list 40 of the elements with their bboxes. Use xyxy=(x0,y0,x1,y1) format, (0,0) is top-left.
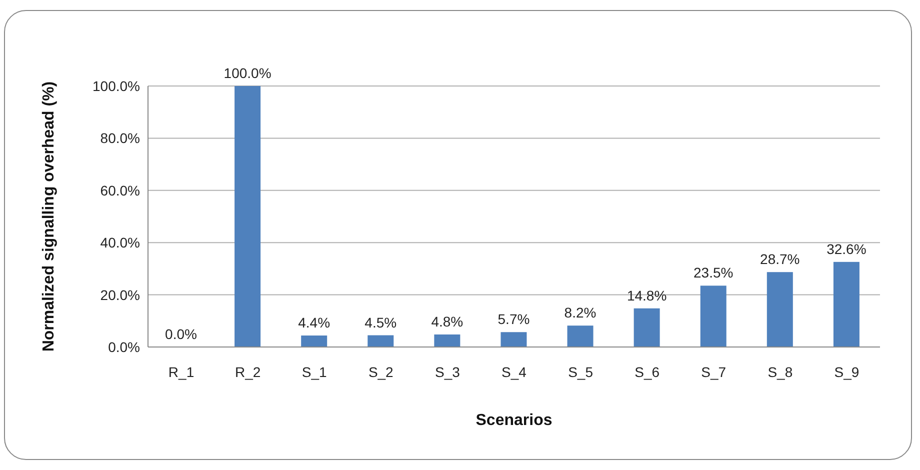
y-tick-label: 100.0% xyxy=(92,78,140,94)
data-label: 4.8% xyxy=(431,313,464,330)
data-label: 0.0% xyxy=(165,326,197,342)
bar xyxy=(234,86,261,347)
y-tick-label: 40.0% xyxy=(100,234,140,251)
data-label: 8.2% xyxy=(564,304,596,321)
y-tick-label: 0.0% xyxy=(108,338,140,355)
data-label: 23.5% xyxy=(694,264,734,281)
data-label: 14.8% xyxy=(626,287,667,304)
x-tick-label: S_4 xyxy=(502,364,527,380)
bar xyxy=(301,336,328,347)
x-axis-title: Scenarios xyxy=(476,412,552,429)
y-tick-label: 20.0% xyxy=(100,286,140,303)
data-label: 4.5% xyxy=(364,314,397,330)
bar xyxy=(634,308,660,347)
bar xyxy=(567,326,594,347)
x-tick-label: S_9 xyxy=(834,364,860,380)
data-label: 32.6% xyxy=(826,240,866,257)
bar xyxy=(700,286,726,347)
x-tick-label: S_2 xyxy=(368,364,394,380)
x-tick-label: R_2 xyxy=(234,364,261,380)
x-tick-label: S_6 xyxy=(634,364,660,380)
x-tick-label: S_8 xyxy=(768,364,793,380)
x-tick-label: S_5 xyxy=(568,364,594,380)
bar xyxy=(434,334,460,347)
x-tick-label: S_1 xyxy=(302,364,328,380)
y-tick-label: 60.0% xyxy=(100,182,140,198)
bar xyxy=(833,262,860,347)
bar xyxy=(766,272,793,347)
data-label: 100.0% xyxy=(224,65,272,81)
y-axis-title: Normalized signalling overhead (%) xyxy=(40,81,58,352)
data-label: 28.7% xyxy=(760,251,800,268)
bar xyxy=(500,332,527,347)
data-label: 4.4% xyxy=(298,314,330,331)
x-tick-label: R_1 xyxy=(168,364,194,380)
x-tick-label: S_7 xyxy=(701,364,726,380)
bar xyxy=(368,335,394,347)
y-tick-label: 80.0% xyxy=(100,130,140,146)
data-label: 5.7% xyxy=(498,311,530,328)
x-tick-label: S_3 xyxy=(434,364,460,380)
